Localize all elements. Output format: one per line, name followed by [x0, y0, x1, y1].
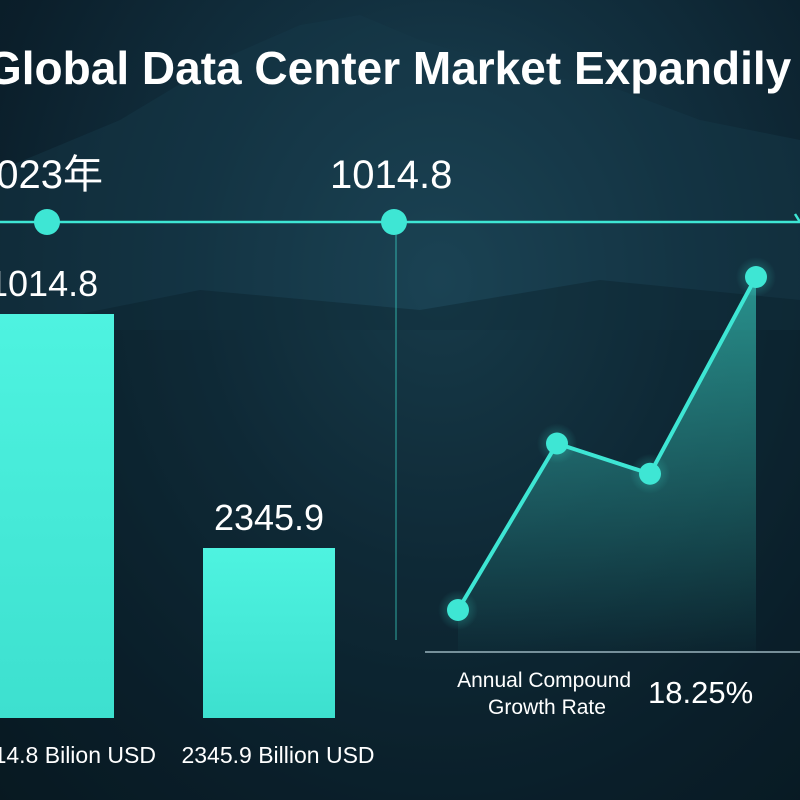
bar-1	[0, 314, 114, 718]
timeline-label-year: 2023年	[0, 153, 103, 197]
growth-point-4	[745, 266, 767, 288]
cagr-label: Annual Compound Growth Rate	[457, 669, 637, 719]
growth-series-line	[456, 276, 758, 612]
bar-data-label-1: 1014.8	[0, 263, 98, 304]
bar-2	[203, 548, 335, 718]
growth-area-fill	[458, 277, 756, 652]
timeline-node-left	[34, 209, 60, 235]
bar-category-label-1: 1014.8 Bilion USD	[0, 742, 156, 768]
bar-category-label-2: 2345.9 Billion USD	[181, 742, 374, 768]
bar-data-label-2: 2345.9	[214, 497, 324, 538]
mountain-silhouette	[0, 15, 800, 330]
growth-point-1	[447, 599, 469, 621]
bar-chart: 1014.8 1014.8 Bilion USD 2345.9 2345.9 Bill…	[0, 263, 375, 768]
timeline-label-value: 1014.8	[330, 153, 452, 197]
terrain-shading	[0, 280, 800, 800]
timeline-node-right	[381, 209, 407, 235]
cagr-value: 18.25%	[648, 675, 753, 710]
growth-line-chart	[438, 257, 776, 652]
chart-title: Global Data Center Market Expandily	[0, 42, 792, 94]
growth-point-2	[546, 432, 568, 455]
timeline-arrow	[793, 213, 800, 223]
growth-point-3	[639, 462, 661, 485]
